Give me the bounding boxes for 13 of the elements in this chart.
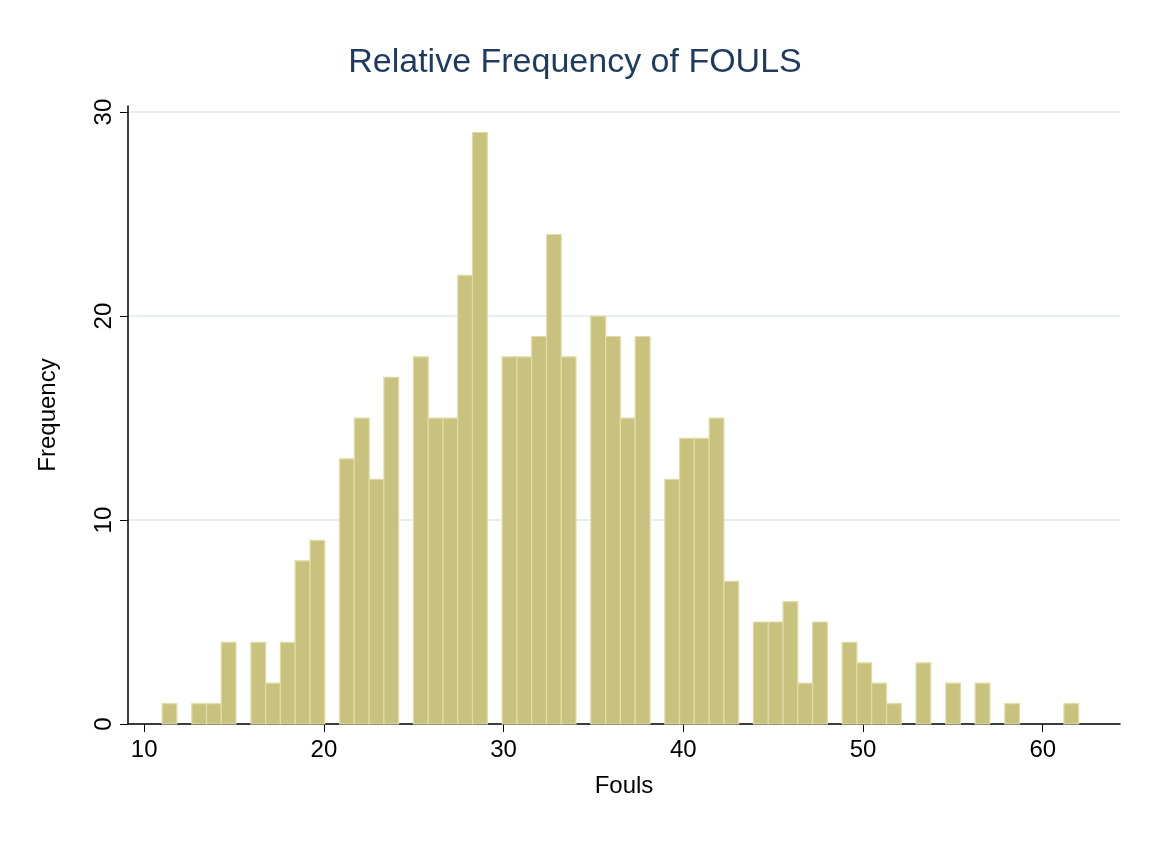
y-tick-label: 20 (88, 302, 116, 330)
x-tick-label: 60 (1029, 734, 1057, 762)
x-tick-label: 20 (310, 734, 338, 762)
x-axis-title: Fouls (594, 770, 654, 798)
y-tick-label: 0 (88, 717, 116, 731)
x-tick-label: 50 (849, 734, 877, 762)
x-tick-label: 30 (490, 734, 517, 762)
y-tick-label: 10 (88, 506, 116, 534)
x-tick-label: 40 (669, 734, 697, 762)
y-tick-label: 30 (88, 98, 116, 126)
x-tick-label: 10 (130, 734, 158, 762)
chart-title: Relative Frequency of FOULS (348, 41, 802, 79)
y-axis-title: Frequency (32, 358, 60, 472)
